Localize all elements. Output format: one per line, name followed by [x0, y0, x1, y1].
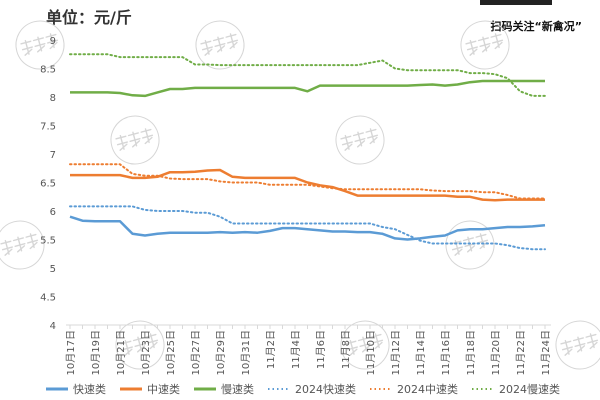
x-tick-label: 10月25日 [165, 330, 177, 375]
x-tick-label: 11月22日 [515, 330, 527, 375]
series-line-2024慢速类 [69, 53, 546, 97]
x-tick-label: 11月2日 [265, 330, 277, 369]
follow-caption: 扫码关注“新禽况” [490, 20, 582, 33]
watermark-glyph [225, 33, 239, 50]
watermark-glyph [352, 131, 366, 148]
legend-label: 2024快速类 [295, 382, 356, 396]
watermark-glyph [145, 333, 159, 350]
legend-label: 慢速类 [221, 382, 254, 396]
y-tick-label: 4.5 [40, 293, 56, 304]
y-tick-label: 4 [50, 321, 56, 332]
x-tick-label: 10月29日 [215, 330, 227, 375]
series-line-中速类 [70, 168, 545, 202]
watermark-glyph [370, 333, 384, 350]
watermark-stamp [460, 20, 510, 70]
legend-label: 2024中速类 [397, 382, 458, 396]
x-tick-label: 10月19日 [90, 330, 102, 375]
watermark-stamp [15, 20, 65, 70]
legend-label: 2024慢速类 [499, 382, 560, 396]
watermark-glyph [115, 134, 128, 151]
y-tick-label: 7.5 [40, 122, 56, 133]
x-tick-label: 11月18日 [465, 330, 477, 375]
watermark-glyph [212, 36, 226, 53]
watermark-circle [555, 320, 600, 370]
watermark-stamp [555, 320, 600, 370]
watermark-stamp [340, 320, 390, 370]
watermark-glyph [585, 333, 599, 350]
x-tick-label: 10月31日 [240, 330, 252, 375]
x-tick-label: 11月4日 [290, 330, 302, 369]
watermark-circle [460, 20, 510, 70]
watermark-glyph [120, 339, 133, 356]
x-tick-label: 11月16日 [440, 330, 452, 375]
watermark-circle [335, 115, 385, 165]
series-line-慢速类 [70, 79, 545, 98]
watermark-glyph [200, 39, 213, 56]
legend-label: 中速类 [147, 382, 180, 396]
y-tick-label: 9 [50, 36, 56, 47]
series-line-快速类 [69, 215, 546, 241]
unit-label: 单位：元/斤 [46, 8, 132, 27]
watermark-glyph [12, 236, 26, 253]
x-tick-label: 11月8日 [340, 330, 352, 369]
watermark-glyph [0, 239, 13, 256]
watermark-stamp [0, 220, 45, 270]
watermark-stamp [445, 220, 495, 270]
watermark-glyph [132, 336, 146, 353]
x-tick-label: 10月23日 [140, 330, 152, 375]
x-tick-label: 11月24日 [540, 330, 552, 375]
watermark-glyph [140, 128, 154, 145]
x-tick-label: 11月20日 [490, 330, 502, 375]
watermark-glyph [340, 134, 353, 151]
watermark-glyph [572, 336, 586, 353]
series-line-2024中速类 [69, 163, 546, 200]
watermark-glyph [20, 39, 33, 56]
x-tick-label: 11月10日 [365, 330, 377, 375]
watermark-circle [115, 320, 165, 370]
watermark-glyph [45, 33, 59, 50]
y-tick-label: 6.5 [40, 179, 56, 190]
y-tick-label: 5.5 [40, 236, 56, 247]
watermark-stamp [195, 20, 245, 70]
watermark-glyph [477, 36, 491, 53]
y-tick-label: 6 [50, 207, 56, 218]
x-tick-label: 11月12日 [390, 330, 402, 375]
watermark-glyph [475, 233, 489, 250]
y-tick-label: 7 [50, 150, 56, 161]
y-tick-label: 8 [50, 93, 56, 104]
watermark-circle [445, 220, 495, 270]
watermark-glyph [345, 339, 358, 356]
legend-label: 快速类 [73, 382, 106, 396]
watermark-glyph [357, 336, 371, 353]
y-tick-label: 8.5 [40, 65, 56, 76]
x-tick-label: 10月21日 [115, 330, 127, 375]
watermark-glyph [465, 39, 478, 56]
x-tick-label: 11月14日 [415, 330, 427, 375]
watermark-glyph [490, 33, 504, 50]
qr-code-logo [480, 0, 552, 5]
watermark-glyph [25, 233, 39, 250]
watermark-stamp [335, 115, 385, 165]
watermark-stamp [115, 320, 165, 370]
x-tick-label: 11月6日 [315, 330, 327, 369]
x-tick-label: 10月17日 [65, 330, 77, 375]
watermark-stamp [110, 115, 160, 165]
watermark-circle [340, 320, 390, 370]
watermark-glyph [127, 131, 141, 148]
watermark-glyph [32, 36, 46, 53]
watermark-glyph [450, 239, 463, 256]
x-tick-label: 10月27日 [190, 330, 202, 375]
watermark-glyph [560, 339, 573, 356]
watermark-circle [0, 220, 45, 270]
y-tick-label: 5 [50, 264, 56, 275]
watermark-circle [195, 20, 245, 70]
watermark-glyph [365, 128, 379, 145]
watermark-circle [110, 115, 160, 165]
watermark-circle [15, 20, 65, 70]
series-line-2024快速类 [69, 205, 546, 251]
